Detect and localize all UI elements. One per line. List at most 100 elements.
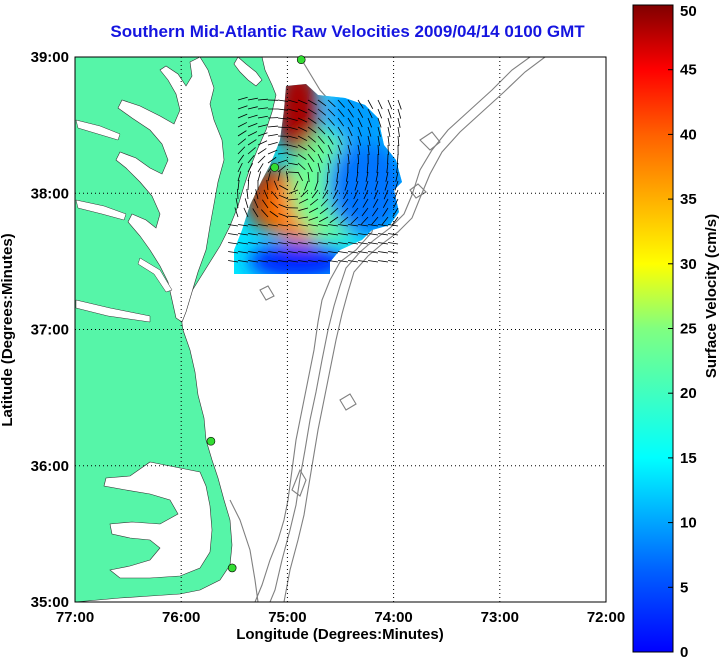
y-tick-label: 37:00 (31, 322, 69, 339)
vector-arrow (253, 198, 259, 209)
vector-arrow (257, 124, 268, 128)
vector-arrow (288, 251, 299, 254)
vector-arrow (382, 198, 389, 209)
vector-arrow (383, 189, 389, 200)
vector-arrow (277, 117, 288, 120)
vector-arrow (228, 224, 239, 227)
vector-arrow (368, 242, 379, 245)
vector-arrow (327, 108, 336, 117)
vector-arrow (270, 201, 279, 209)
vector-arrow (318, 251, 329, 254)
y-axis-label: Latitude (Degrees:Minutes) (0, 233, 16, 426)
vector-arrow (308, 242, 319, 245)
vector-arrow (248, 224, 259, 227)
vector-arrow (243, 207, 249, 218)
vector-arrow (317, 153, 323, 164)
vector-arrow (257, 155, 266, 164)
vector-arrow (268, 251, 279, 254)
vector-arrow (307, 144, 316, 153)
vector-arrow (348, 251, 359, 254)
vector-arrow (367, 126, 372, 137)
vector-arrow (387, 135, 390, 146)
vector-arrow (352, 198, 359, 208)
vector-arrow (267, 156, 277, 164)
vector-arrow (334, 180, 339, 191)
vector-arrow (381, 216, 389, 226)
vector-arrow (357, 153, 360, 165)
vector-arrow (338, 242, 349, 245)
vector-arrow (337, 135, 343, 146)
y-tick-label: 38:00 (31, 185, 69, 202)
vector-arrow (337, 117, 345, 127)
vector-arrow (384, 180, 389, 191)
vector-arrow (248, 251, 259, 254)
vector-arrow (278, 233, 289, 236)
vector-arrow (317, 108, 327, 116)
colorbar-tick-label: 50 (680, 3, 697, 20)
vector-arrow (298, 260, 309, 263)
vector-arrow (350, 216, 359, 225)
velocity-region (327, 136, 402, 237)
vector-arrow (237, 146, 246, 155)
vector-arrow (345, 171, 349, 182)
vector-arrow (268, 233, 279, 236)
vector-arrow (237, 122, 248, 128)
vector-arrow (375, 171, 379, 182)
vector-arrow (228, 242, 239, 245)
vector-arrow (382, 207, 389, 217)
vector-arrow (360, 216, 369, 225)
vector-arrow (377, 117, 382, 128)
vector-arrow (330, 207, 339, 216)
vector-arrow (288, 260, 299, 263)
vector-arrow (257, 140, 268, 146)
vector-arrow (337, 144, 342, 155)
vector-arrow (348, 233, 359, 236)
vector-arrow (288, 224, 299, 227)
vector-arrow (347, 126, 353, 137)
vector-arrow (377, 135, 381, 146)
vector-arrow (247, 97, 258, 101)
colorbar-tick-label: 0 (680, 644, 688, 659)
vector-arrow (317, 162, 321, 173)
vector-arrow (395, 171, 399, 182)
vector-arrow (308, 251, 319, 254)
vector-arrow (351, 207, 359, 216)
vector-arrow (387, 108, 392, 119)
vector-arrow (278, 194, 289, 200)
vector-arrow (308, 216, 319, 221)
colorbar-tick-label: 10 (680, 515, 697, 532)
vector-arrow (385, 171, 389, 182)
vector-arrow (257, 132, 268, 137)
vector-arrow (285, 171, 289, 182)
vector-arrow (307, 153, 315, 163)
vector-arrow (257, 148, 267, 155)
vector-arrow (300, 189, 309, 198)
vector-arrow (297, 99, 308, 105)
vector-arrow (387, 99, 393, 110)
vector-arrow (318, 260, 329, 263)
vector-arrow (298, 224, 309, 227)
vector-arrow (247, 114, 258, 119)
vector-arrow (374, 180, 379, 191)
vector-arrow (298, 216, 309, 219)
vector-arrow (336, 171, 339, 182)
vector-arrow (267, 125, 278, 128)
vector-arrow (308, 233, 319, 236)
vector-arrow (307, 135, 316, 143)
vector-arrow (268, 242, 279, 245)
vector-arrow (358, 242, 369, 245)
y-tick-label: 39:00 (31, 49, 69, 66)
vector-arrow (277, 99, 288, 102)
vector-arrow (340, 207, 349, 216)
map-title: Southern Mid-Atlantic Raw Velocities 200… (110, 22, 585, 41)
vector-arrow (327, 99, 336, 108)
vector-arrow (293, 180, 299, 191)
vector-arrow (247, 147, 256, 155)
radar-station (296, 55, 306, 65)
vector-arrow (278, 242, 289, 245)
vector-arrow (266, 180, 269, 191)
vector-arrow (261, 209, 269, 218)
vector-arrow (235, 198, 239, 209)
